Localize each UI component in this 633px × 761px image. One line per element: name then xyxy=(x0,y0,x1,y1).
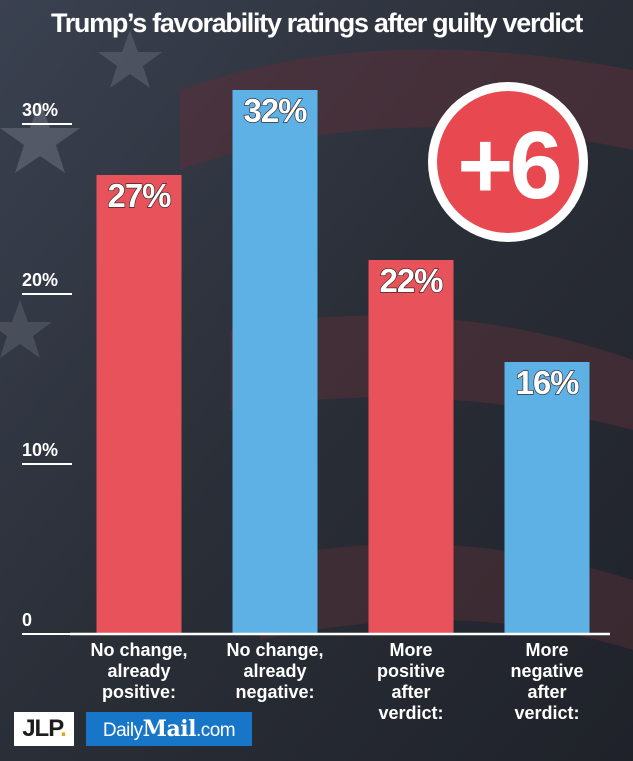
category-label-line: verdict: xyxy=(514,703,579,723)
change-badge: +6 xyxy=(428,82,588,242)
category-label-line: negative xyxy=(510,661,583,681)
category-label-line: negative: xyxy=(235,682,314,702)
category-label-line: No change, xyxy=(90,640,187,660)
y-axis: 0 10% 20% 30% xyxy=(22,100,72,635)
badge-text: +6 xyxy=(457,112,559,219)
bar-value-label: 16% xyxy=(515,364,579,401)
jlp-logo-text: JLP xyxy=(22,715,61,742)
category-label-line: More xyxy=(389,640,432,660)
category-label: More positive after verdict: xyxy=(377,640,445,723)
badge-circle xyxy=(437,91,579,233)
y-tick-label: 30% xyxy=(22,100,58,120)
bar xyxy=(232,90,318,634)
category-label-line: after xyxy=(391,682,430,702)
y-tick-label: 0 xyxy=(22,610,32,630)
category-label: No change, already positive: xyxy=(90,640,187,702)
category-label-line: More xyxy=(525,640,568,660)
category-label-line: after xyxy=(527,682,566,702)
dailymail-logo-mail: Mail xyxy=(142,716,197,742)
jlp-logo: JLP. xyxy=(14,712,74,746)
bar-value-label: 32% xyxy=(243,92,307,129)
category-label-line: positive: xyxy=(102,682,176,702)
category-label: More negative after verdict: xyxy=(510,640,583,723)
bar-value-label: 22% xyxy=(379,262,443,299)
bar xyxy=(368,260,454,634)
category-label: No change, already negative: xyxy=(226,640,323,702)
x-axis: No change, already positive:No change, alre… xyxy=(70,632,610,723)
y-tick-label: 20% xyxy=(22,270,58,290)
bar-value-label: 27% xyxy=(107,177,171,214)
logo-bar: JLP. DailyMail.com xyxy=(0,710,633,761)
category-label-line: verdict: xyxy=(378,703,443,723)
bars: 27% 32% 22% 16% xyxy=(96,90,590,634)
category-label-line: positive xyxy=(377,661,445,681)
y-tick-label: 10% xyxy=(22,440,58,460)
jlp-logo-dot: . xyxy=(60,715,67,742)
category-label-line: already xyxy=(243,661,306,681)
category-label-line: No change, xyxy=(226,640,323,660)
chart-title: Trump’s favorability ratings after guilt… xyxy=(51,8,583,38)
dailymail-logo: DailyMail.com xyxy=(86,712,252,746)
dailymail-logo-daily: Daily xyxy=(102,720,143,741)
bar xyxy=(96,175,182,634)
bar xyxy=(504,362,590,634)
category-label-line: already xyxy=(107,661,170,681)
dailymail-logo-com: .com xyxy=(195,720,236,741)
